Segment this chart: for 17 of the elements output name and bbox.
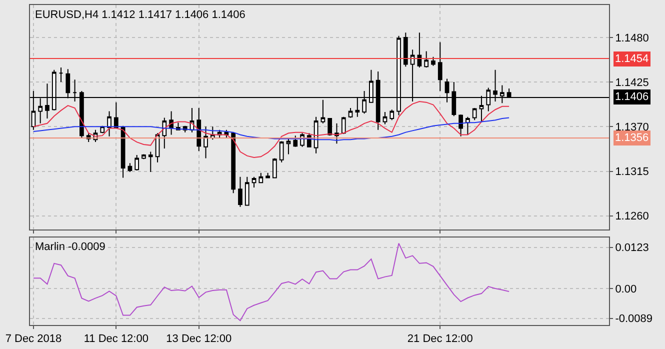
x-tick-label: 21 Dec 12:00 — [407, 333, 473, 346]
y-tick-label: 0.00 — [615, 283, 637, 296]
y-tick-label: 1.1370 — [615, 122, 649, 134]
chart-title: EURUSD,H4 1.1412 1.1417 1.1406 1.1406 — [35, 9, 246, 21]
y-tick-label: 0.0123 — [615, 242, 649, 254]
x-tick-label: 7 Dec 2018 — [5, 333, 62, 346]
y-tick-label: 1.1425 — [615, 76, 649, 89]
ref-line-label: 1.1406 — [615, 91, 649, 103]
x-tick-label: 11 Dec 12:00 — [84, 333, 148, 346]
y-tick-label: 1.1260 — [615, 210, 649, 223]
y-tick-label: 1.1315 — [615, 166, 649, 178]
ref-line-label: 1.1356 — [615, 132, 649, 144]
y-tick-label: 1.1480 — [615, 32, 649, 44]
x-tick-label: 13 Dec 12:00 — [166, 333, 232, 346]
ref-line-label: 1.1454 — [615, 53, 649, 65]
y-tick-label: -0.0089 — [615, 313, 653, 326]
chart-title: Marlin -0.0009 — [35, 241, 106, 253]
